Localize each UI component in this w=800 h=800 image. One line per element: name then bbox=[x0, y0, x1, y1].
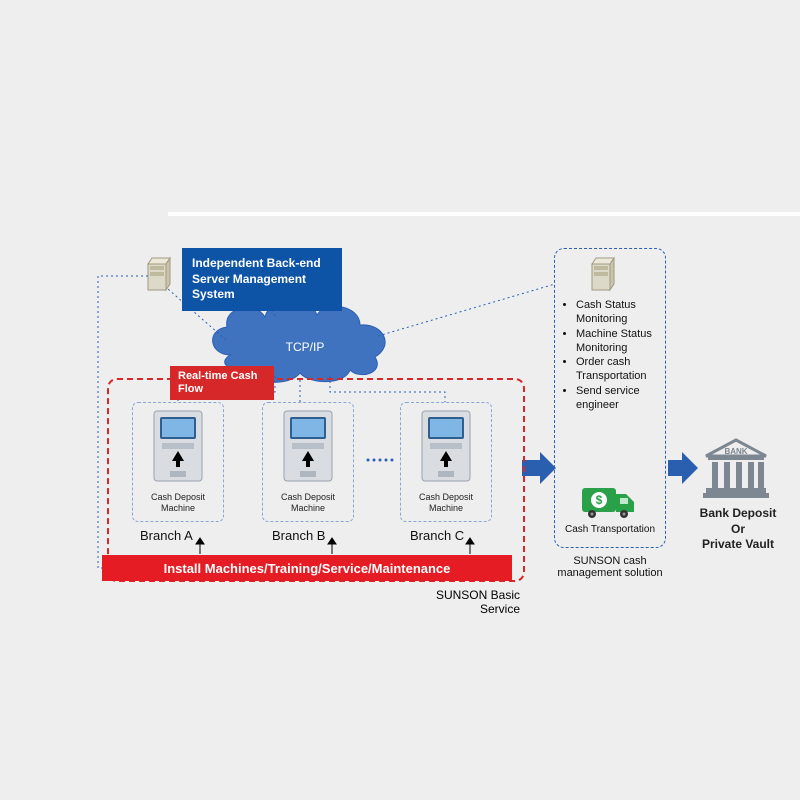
svg-text:TCP/IP: TCP/IP bbox=[286, 340, 325, 354]
server-icon-left bbox=[148, 258, 170, 290]
arrow-to-bank bbox=[668, 452, 698, 484]
transport-label: Cash Transportation bbox=[558, 524, 662, 535]
arrow-to-solution bbox=[522, 452, 556, 484]
cash-machine-icon bbox=[278, 409, 338, 483]
basic-service-label: SUNSON Basic Service bbox=[400, 588, 520, 616]
machine-c-box: Cash DepositMachine bbox=[400, 402, 492, 522]
backend-l2: Server Management bbox=[192, 272, 332, 288]
machine-a-box: Cash DepositMachine bbox=[132, 402, 224, 522]
machine-label: Cash DepositMachine bbox=[267, 492, 349, 514]
machine-b-box: Cash DepositMachine bbox=[262, 402, 354, 522]
backend-l3: System bbox=[192, 287, 332, 303]
machine-label: Cash DepositMachine bbox=[137, 492, 219, 514]
cash-machine-icon bbox=[148, 409, 208, 483]
svg-text:BANK: BANK bbox=[724, 447, 747, 456]
solution-bullets: Cash Status Monitoring Machine Status Mo… bbox=[562, 298, 662, 412]
bank-icon: BANK bbox=[703, 440, 769, 498]
cash-machine-icon bbox=[416, 409, 476, 483]
bank-label: Bank DepositOrPrivate Vault bbox=[690, 506, 786, 553]
machine-label: Cash DepositMachine bbox=[405, 492, 487, 514]
white-strip bbox=[168, 212, 800, 216]
install-bar: Install Machines/Training/Service/Mainte… bbox=[102, 555, 512, 581]
branch-a-label: Branch A bbox=[140, 528, 193, 543]
backend-system-box: Independent Back-end Server Management S… bbox=[182, 248, 342, 311]
solution-caption: SUNSON cashmanagement solution bbox=[552, 555, 668, 579]
branch-b-label: Branch B bbox=[272, 528, 325, 543]
branch-c-label: Branch C bbox=[410, 528, 464, 543]
backend-l1: Independent Back-end bbox=[192, 256, 332, 272]
realtime-cash-flow-box: Real-time Cash Flow bbox=[170, 366, 274, 400]
